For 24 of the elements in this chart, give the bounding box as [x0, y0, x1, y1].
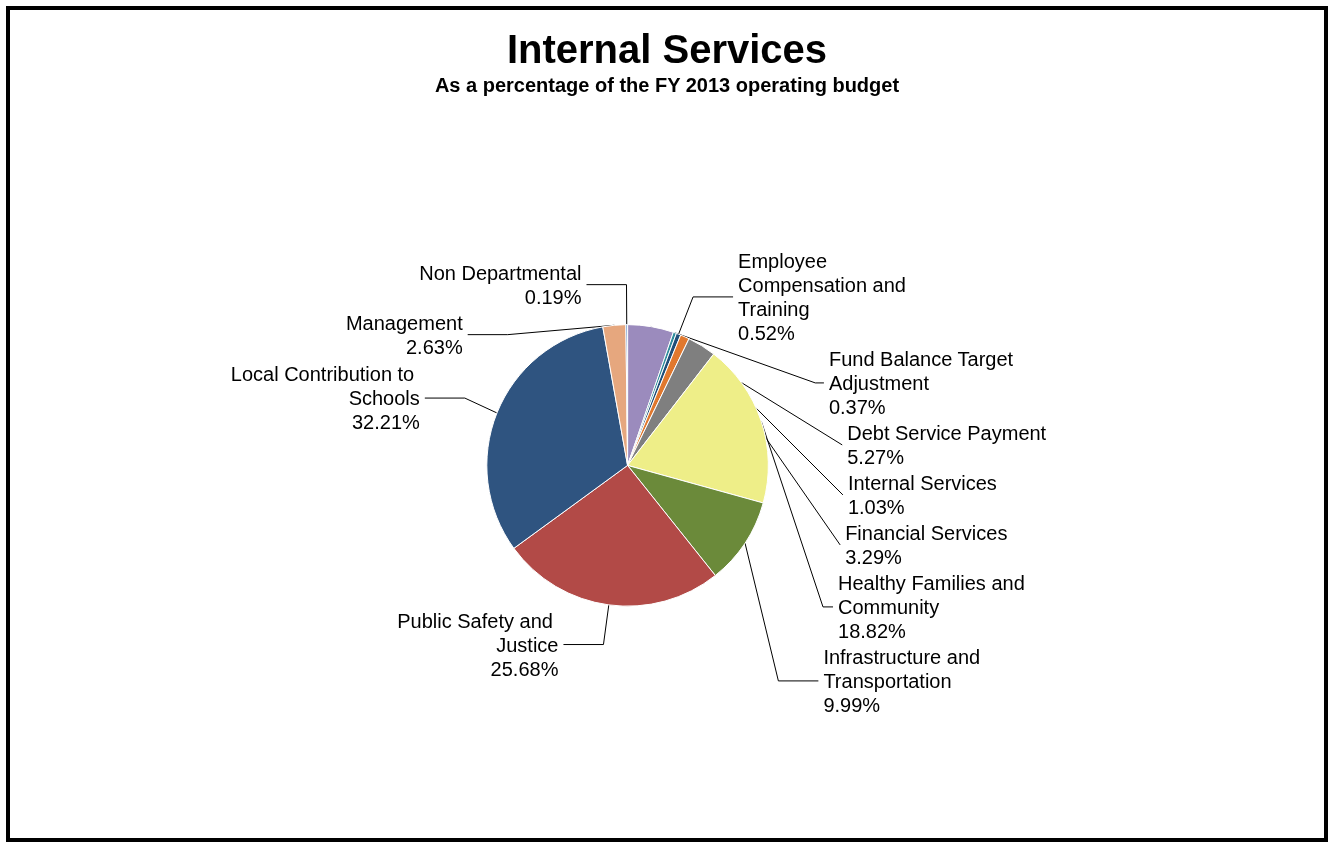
data-label: 18.82%: [838, 619, 907, 642]
data-label: 9.99%: [823, 693, 881, 716]
data-label: 0.37%: [828, 395, 886, 418]
data-label: 1.03%: [847, 495, 905, 518]
data-label: 3.29%: [845, 545, 903, 568]
data-label: 0.52%: [738, 321, 795, 344]
slice-label: Healthy Families and Community: [838, 571, 1031, 618]
data-label: 25.68%: [490, 657, 559, 680]
slice-label: Infrastructure and Transportation: [823, 645, 986, 692]
slice-label: Fund Balance Target Adjustment: [828, 347, 1019, 394]
data-label: 5.27%: [847, 445, 905, 468]
slice-label: Debt Service Payment: [847, 421, 1047, 444]
slice-label: Financial Services: [845, 521, 1008, 544]
slice-label: Public Safety and Justice: [397, 609, 559, 656]
data-label: 0.19%: [524, 285, 582, 308]
chart-title: Internal Services: [506, 27, 828, 71]
slice-label: Internal Services: [847, 471, 997, 494]
slice-label: Management: [345, 311, 464, 334]
slice-label: Employee Compensation and Training: [738, 249, 912, 320]
slice-label: Non Departmental: [419, 261, 582, 284]
data-label: 2.63%: [405, 335, 463, 358]
data-label: 32.21%: [351, 411, 421, 434]
slice-label: Local Contribution to Schools: [230, 363, 420, 410]
chart-subtitle: As a percentage of the FY 2013 operating budget: [434, 74, 900, 96]
